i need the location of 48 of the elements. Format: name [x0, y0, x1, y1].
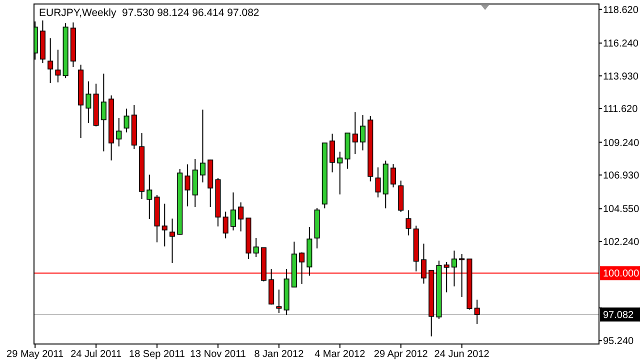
candlestick [444, 261, 450, 293]
candlestick [200, 109, 206, 183]
candlestick [124, 108, 130, 133]
candlestick [55, 49, 61, 83]
y-tick-label: 109.240 [603, 138, 640, 149]
candlestick [276, 289, 282, 314]
x-tick-label: 13 Nov 2011 [190, 349, 246, 360]
x-tick-label: 24 Jun 2012 [434, 349, 490, 360]
candlestick [253, 238, 259, 258]
x-tick-label: 8 Jan 2012 [254, 349, 304, 360]
x-tick-label: 24 Jul 2011 [70, 349, 122, 360]
y-tick-label: 106.930 [603, 170, 640, 182]
candlestick [230, 192, 236, 231]
candlestick [420, 243, 426, 284]
candlestick [116, 118, 122, 147]
y-tick-label: 104.550 [603, 204, 640, 216]
candlestick [162, 203, 168, 247]
candlestick [146, 174, 152, 220]
candlestick [451, 250, 457, 287]
candlestick [375, 166, 381, 198]
candlestick [169, 218, 176, 264]
ref-line-label: 97.082 [603, 310, 634, 322]
candlestick [406, 210, 412, 236]
candlestick [184, 164, 190, 207]
candlestick [86, 80, 92, 124]
candlestick [299, 252, 305, 284]
candlestick [100, 73, 106, 152]
y-tick-label: 95.240 [603, 336, 634, 348]
x-tick-label: 4 Mar 2012 [314, 349, 366, 360]
y-tick-label: 113.930 [603, 71, 639, 82]
x-tick-label: 18 Sep 2011 [129, 349, 186, 360]
candlestick [337, 151, 343, 195]
candlestick [390, 164, 396, 188]
candlestick [330, 133, 336, 173]
candlestick [352, 112, 358, 155]
x-tick-label: 29 Apr 2012 [374, 349, 428, 360]
candlestick [360, 114, 366, 151]
candlestick [48, 38, 54, 84]
candlestick [238, 202, 244, 232]
candlestick [222, 211, 228, 239]
x-tick-label: 29 May 2011 [6, 349, 64, 360]
y-tick-label: 116.240 [603, 38, 639, 50]
candlestick [474, 299, 480, 324]
chart-title: EURJPY,Weekly 97.530 98.124 96.414 97.082 [39, 7, 260, 19]
y-tick-label: 118.620 [603, 4, 639, 16]
y-tick-label: 111.620 [603, 104, 638, 116]
ref-line-label: 100.000 [603, 268, 640, 280]
y-tick-label: 102.240 [603, 236, 640, 248]
